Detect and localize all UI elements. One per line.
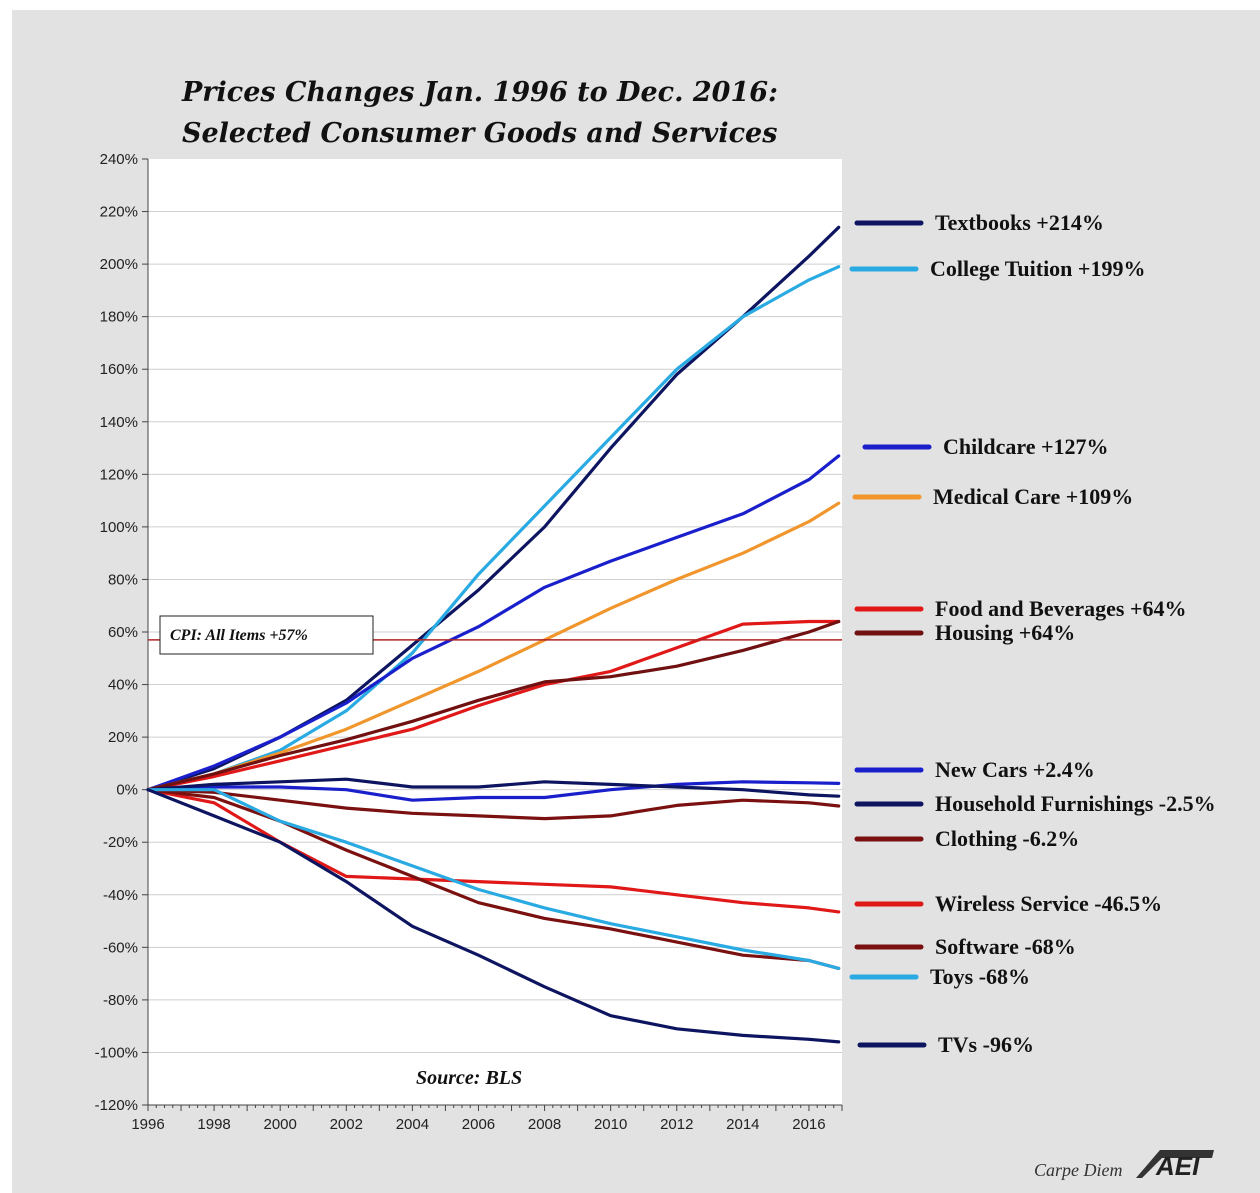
series-line-11	[146, 788, 841, 970]
y-tick-label: 80%	[108, 571, 138, 588]
price-change-chart: Prices Changes Jan. 1996 to Dec. 2016: S…	[95, 77, 1216, 1181]
y-tick-label: 0%	[116, 782, 138, 799]
source-label: Source: BLS	[416, 1067, 522, 1089]
series-line-8	[146, 788, 841, 821]
chart-subtitle: Selected Consumer Goods and Services	[182, 118, 777, 149]
y-tick-label: 160%	[100, 361, 138, 378]
legend-label-8: Clothing -6.2%	[935, 826, 1079, 851]
legend-label-11: Toys -68%	[930, 964, 1030, 989]
y-tick-label: -60%	[103, 939, 138, 956]
y-tick-label: -120%	[95, 1097, 138, 1114]
legend-label-3: Medical Care +109%	[933, 484, 1133, 509]
series-line-6	[146, 780, 841, 802]
cpi-label: CPI: All Items +57%	[170, 627, 308, 644]
axes: 240% 220% 200% 180% 160% 140% 120% 100% 80% 60% 40…	[95, 151, 843, 1133]
y-tick-label: -80%	[103, 992, 138, 1009]
series-line-4	[146, 619, 841, 792]
series-line-9	[146, 788, 841, 914]
x-tick-label: 1998	[197, 1116, 230, 1133]
series-line-12	[146, 788, 841, 1044]
series-lines	[146, 225, 841, 1044]
legend-label-1: College Tuition +199%	[930, 256, 1145, 281]
y-tick-label: 220%	[100, 204, 138, 221]
y-tick-label: 20%	[108, 729, 138, 746]
legend-label-7: Household Furnishings -2.5%	[935, 791, 1216, 816]
y-tick-label: 200%	[100, 256, 138, 273]
cpi-reference: CPI: All Items +57%	[148, 615, 842, 655]
aei-logo-text: AEI	[1155, 1151, 1200, 1181]
x-tick-label: 2014	[726, 1116, 759, 1133]
y-tick-label: 60%	[108, 624, 138, 641]
x-tick-label: 1996	[131, 1116, 164, 1133]
x-tick-label: 2012	[660, 1116, 693, 1133]
aei-logo: AEI	[1136, 1150, 1214, 1181]
chart-title: Prices Changes Jan. 1996 to Dec. 2016:	[181, 77, 778, 108]
legend: Textbooks +214% College Tuition +199% Chil…	[849, 210, 1216, 1057]
y-tick-label: 140%	[100, 414, 138, 431]
y-tick-label: 100%	[100, 519, 138, 536]
chart-frame: Prices Changes Jan. 1996 to Dec. 2016: S…	[12, 10, 1260, 1193]
legend-label-12: TVs -96%	[938, 1032, 1034, 1057]
x-tick-label: 2016	[792, 1116, 825, 1133]
legend-label-9: Wireless Service -46.5%	[935, 891, 1162, 916]
legend-label-2: Childcare +127%	[943, 434, 1109, 459]
y-tick-label: -40%	[103, 887, 138, 904]
x-tick-label: 2006	[462, 1116, 495, 1133]
legend-label-5: Housing +64%	[935, 620, 1075, 645]
y-tick-label: 40%	[108, 677, 138, 694]
x-tick-label: 2004	[396, 1116, 429, 1133]
x-tick-label: 2002	[330, 1116, 363, 1133]
y-tick-label: 120%	[100, 466, 138, 483]
x-tick-label: 2000	[264, 1116, 297, 1133]
brand-text: Carpe Diem	[1034, 1160, 1123, 1180]
series-line-5	[146, 619, 841, 792]
legend-label-10: Software -68%	[935, 934, 1076, 959]
series-line-3	[146, 501, 841, 792]
y-tick-label: 180%	[100, 309, 138, 326]
legend-label-0: Textbooks +214%	[935, 210, 1104, 235]
legend-label-4: Food and Beverages +64%	[935, 596, 1186, 621]
series-line-2	[146, 454, 841, 792]
series-line-7	[146, 777, 841, 798]
y-tick-label: -100%	[95, 1044, 138, 1061]
cpi-label-box	[159, 615, 374, 655]
y-tick-label: -20%	[103, 834, 138, 851]
series-line-1	[146, 265, 841, 792]
legend-label-6: New Cars +2.4%	[935, 757, 1095, 782]
x-tick-label: 2010	[594, 1116, 627, 1133]
x-tick-label: 2008	[528, 1116, 561, 1133]
y-tick-label: 240%	[100, 151, 138, 168]
